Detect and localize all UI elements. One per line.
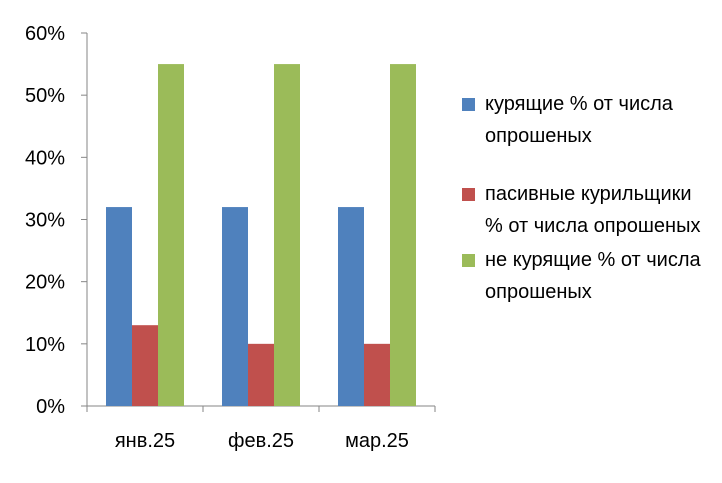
x-tick-label: фев.25 xyxy=(228,430,294,452)
legend-swatch-passive-smokers xyxy=(462,188,475,201)
x-axis: янв.25 фев.25 мар.25 xyxy=(86,405,436,452)
y-tick-label: 50% xyxy=(25,85,65,107)
bar-series-3 xyxy=(158,64,184,406)
y-tick-label: 40% xyxy=(25,147,65,169)
legend-label-smokers: курящие % от числа опрошеных xyxy=(485,93,673,147)
legend-label-passive-smokers: пасивные курильщики % от числа опрошеных xyxy=(485,183,701,237)
y-tick-label: 0% xyxy=(36,396,65,418)
bar-series-2 xyxy=(364,343,390,406)
legend-item-non-smokers: не курящие % от числа опрошеных xyxy=(462,244,712,308)
x-tick-label: мар.25 xyxy=(345,430,409,452)
bar-series-3 xyxy=(274,64,300,406)
legend-label-non-smokers: не курящие % от числа опрошеных xyxy=(485,249,701,303)
bar-series-3 xyxy=(390,64,416,406)
y-axis: 0% 10% 20% 30% 40% 50% 60% xyxy=(25,23,88,418)
bar-series-1 xyxy=(338,207,364,406)
y-tick-label: 10% xyxy=(25,334,65,356)
legend-item-smokers: курящие % от числа опрошеных xyxy=(462,88,712,152)
legend-item-passive-smokers: пасивные курильщики % от числа опрошеных xyxy=(462,178,712,242)
legend: курящие % от числа опрошеных пасивные ку… xyxy=(462,88,712,334)
bar-series-2 xyxy=(248,343,274,406)
bar-series-1 xyxy=(222,207,248,406)
y-tick-label: 60% xyxy=(25,23,65,45)
bars xyxy=(106,64,416,406)
legend-swatch-non-smokers xyxy=(462,254,475,267)
legend-swatch-smokers xyxy=(462,98,475,111)
bar-series-1 xyxy=(106,207,132,406)
y-tick-label: 20% xyxy=(25,272,65,294)
x-tick-label: янв.25 xyxy=(115,430,175,452)
bar-series-2 xyxy=(132,325,158,406)
y-tick-label: 30% xyxy=(25,210,65,232)
